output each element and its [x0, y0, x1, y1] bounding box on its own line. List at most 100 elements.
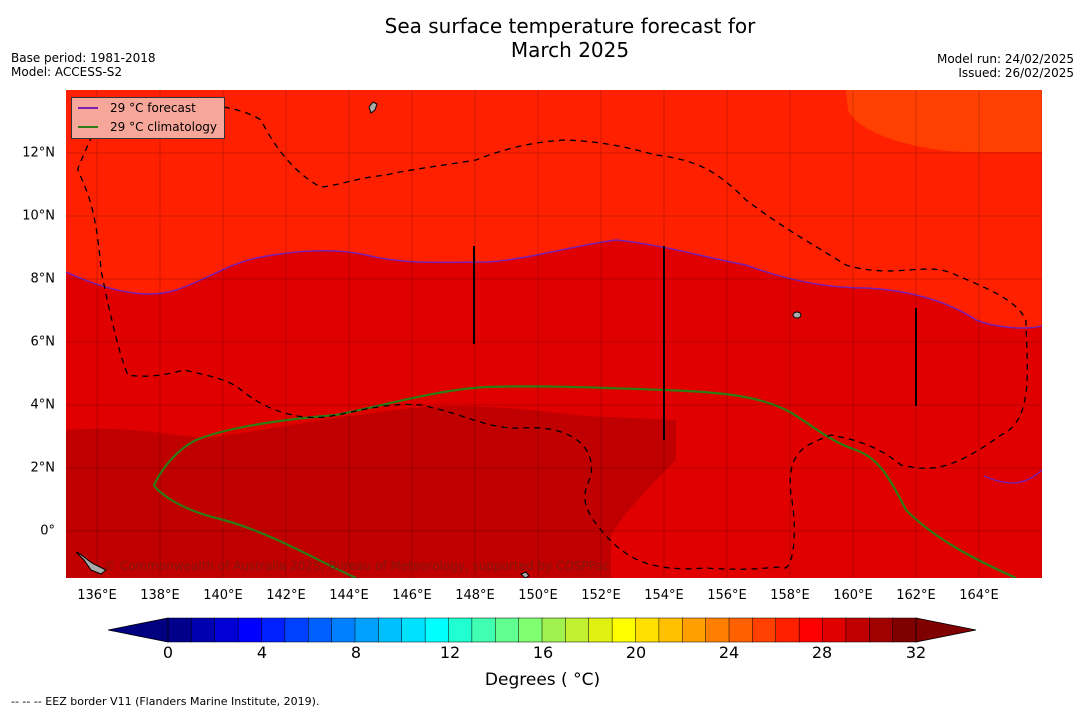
colorbar-cell — [261, 617, 286, 643]
legend-climatology-label: 29 °C climatology — [110, 120, 218, 134]
colorbar-cell — [611, 617, 637, 643]
colorbar-cell — [448, 617, 473, 643]
y-tick-12n: 12°N — [22, 145, 55, 161]
colorbar-cell — [845, 617, 870, 643]
colorbar-cell — [541, 617, 567, 643]
y-tick-2n: 2°N — [30, 460, 56, 476]
cbar-tick-12: 12 — [439, 643, 461, 662]
island-new-guinea-coast — [75, 551, 107, 575]
cbar-tick-28: 28 — [811, 643, 833, 662]
base-period: Base period: 1981-2018 — [11, 51, 156, 65]
y-tick-0: 0° — [40, 523, 55, 539]
cbar-tick-24: 24 — [718, 643, 740, 662]
island-small — [520, 571, 530, 578]
title-line-2: March 2025 — [510, 38, 630, 62]
issued-date: Issued: 26/02/2025 — [958, 66, 1074, 80]
legend-climatology-swatch — [78, 126, 98, 128]
band-30-31 — [66, 406, 676, 578]
colorbar-cell — [705, 617, 730, 643]
colorbar-cell — [635, 617, 660, 643]
colorbar-cell — [495, 617, 520, 643]
legend-forecast: 29 °C forecast — [78, 100, 196, 116]
colorbar-cell — [752, 617, 777, 643]
colorbar-cell — [237, 617, 263, 643]
meta-right: Model run: 24/02/2025 Issued: 26/02/2025 — [937, 52, 1074, 80]
title-line-1: Sea surface temperature forecast for — [384, 14, 756, 38]
x-tick-140e: 140°E — [203, 588, 243, 603]
chart-title: Sea surface temperature forecast for Mar… — [0, 14, 1085, 62]
colorbar-label: Degrees ( °C) — [484, 670, 601, 690]
x-tick-156e: 156°E — [707, 588, 747, 603]
colorbar-cell — [798, 617, 824, 643]
colorbar-cell — [401, 617, 426, 643]
colorbar-cell — [892, 617, 917, 643]
cbar-tick-16: 16 — [532, 643, 554, 662]
colorbar-cell — [308, 617, 333, 643]
colorbar-cell — [424, 617, 450, 643]
legend-forecast-swatch — [78, 107, 98, 109]
colorbar-cell — [775, 617, 800, 643]
island-guam — [368, 101, 378, 114]
climatology-29c-line — [152, 385, 1017, 578]
colorbar-cell — [378, 617, 403, 643]
colorbar-cell — [728, 617, 754, 643]
band-27-28 — [846, 90, 1042, 152]
colorbar-cell — [682, 617, 707, 643]
colorbar-cell — [658, 617, 683, 643]
map-svg — [66, 90, 1042, 578]
eez-footnote: -- -- -- EEZ border V11 (Flanders Marine… — [11, 695, 320, 708]
island-pohnpei — [792, 311, 802, 319]
cbar-tick-0: 0 — [162, 643, 174, 662]
y-tick-8n: 8°N — [30, 271, 56, 287]
x-tick-148e: 148°E — [455, 588, 495, 603]
forecast-29c-line-2 — [983, 469, 1042, 484]
colorbar — [107, 617, 978, 647]
y-tick-10n: 10°N — [22, 208, 55, 224]
legend-climatology: 29 °C climatology — [78, 119, 217, 135]
colorbar-cell — [822, 617, 847, 643]
colorbar-cell — [167, 617, 193, 643]
colorbar-extend-low — [107, 617, 169, 643]
colorbar-cell — [471, 617, 496, 643]
y-tick-4n: 4°N — [30, 397, 56, 413]
colorbar-cell — [565, 617, 590, 643]
x-tick-160e: 160°E — [833, 588, 873, 603]
copyright-watermark: © Commonwealth of Australia 2025, Bureau… — [104, 559, 610, 573]
colorbar-cell — [869, 617, 894, 643]
x-tick-138e: 138°E — [140, 588, 180, 603]
x-tick-142e: 142°E — [266, 588, 306, 603]
meta-left: Base period: 1981-2018 Model: ACCESS-S2 — [11, 51, 156, 79]
eez-border — [77, 104, 1028, 570]
x-tick-150e: 150°E — [518, 588, 558, 603]
gridlines — [66, 90, 1042, 578]
colorbar-cell — [331, 617, 356, 643]
sst-map — [66, 90, 1042, 578]
x-tick-154e: 154°E — [644, 588, 684, 603]
colorbar-svg — [107, 617, 977, 643]
x-tick-164e: 164°E — [959, 588, 999, 603]
x-tick-152e: 152°E — [581, 588, 621, 603]
y-tick-6n: 6°N — [30, 334, 56, 350]
x-tick-158e: 158°E — [770, 588, 810, 603]
x-tick-162e: 162°E — [896, 588, 936, 603]
colorbar-cell — [284, 617, 309, 643]
model-name: Model: ACCESS-S2 — [11, 65, 123, 79]
forecast-29c-line — [66, 239, 1042, 329]
model-run: Model run: 24/02/2025 — [936, 52, 1074, 66]
x-tick-136e: 136°E — [77, 588, 117, 603]
colorbar-cell — [354, 617, 380, 643]
colorbar-cell — [518, 617, 543, 643]
colorbar-cells — [107, 617, 977, 643]
legend-forecast-label: 29 °C forecast — [110, 101, 196, 115]
cbar-tick-4: 4 — [256, 643, 268, 662]
map-legend: 29 °C forecast 29 °C climatology — [71, 97, 225, 139]
colorbar-cell — [214, 617, 239, 643]
colorbar-cell — [191, 617, 216, 643]
cbar-tick-20: 20 — [625, 643, 647, 662]
cbar-tick-8: 8 — [350, 643, 362, 662]
colorbar-extend-high — [915, 617, 977, 643]
cbar-tick-32: 32 — [905, 643, 927, 662]
x-tick-144e: 144°E — [329, 588, 369, 603]
colorbar-cell — [588, 617, 613, 643]
x-tick-146e: 146°E — [392, 588, 432, 603]
